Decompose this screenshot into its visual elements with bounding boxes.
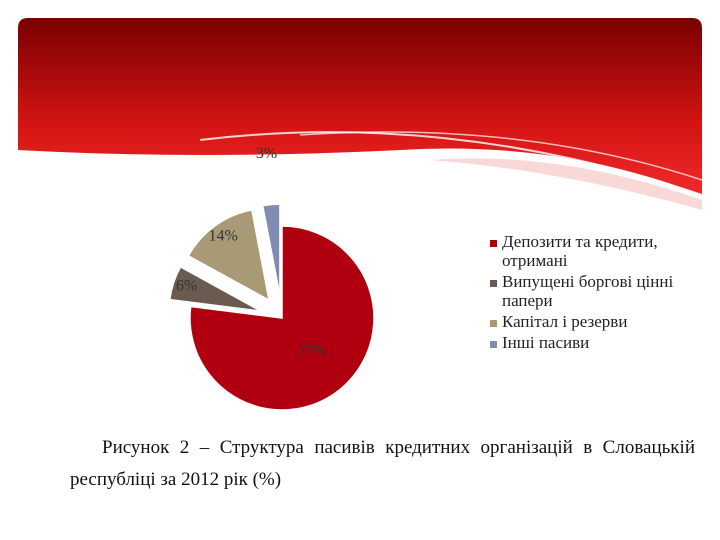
legend-label: Депозити та кредити, отримані (502, 232, 658, 270)
pie-slice (168, 265, 262, 312)
pie-slice (187, 208, 271, 302)
data-label: 3% (256, 145, 277, 162)
data-label: 14% (208, 228, 237, 245)
legend: Депозити та кредити, отримані Випущені бо… (488, 232, 698, 354)
legend-item: Інші пасиви (488, 333, 698, 352)
caption: Рисунок 2 – Структура пасивів кредитних … (70, 437, 695, 490)
legend-swatch (490, 280, 497, 287)
legend-item: Депозити та кредити, отримані (488, 232, 698, 270)
pie-slice (189, 225, 375, 411)
legend-label: Випущені боргові цінні папери (502, 272, 674, 310)
legend-swatch (490, 320, 497, 327)
swoosh (430, 158, 702, 210)
swoosh (299, 131, 703, 181)
header-band (18, 18, 702, 195)
legend-item: Капітал і резерви (488, 312, 698, 331)
data-label: 6% (176, 278, 197, 295)
legend-label: Капітал і резерви (502, 312, 628, 331)
legend-swatch (490, 240, 497, 247)
legend-label: Інші пасиви (502, 333, 590, 352)
legend-item: Випущені боргові цінні папери (488, 272, 698, 310)
swoosh (199, 131, 703, 196)
legend-swatch (490, 341, 497, 348)
data-label: 77% (298, 343, 327, 360)
pie-slice (261, 203, 281, 297)
